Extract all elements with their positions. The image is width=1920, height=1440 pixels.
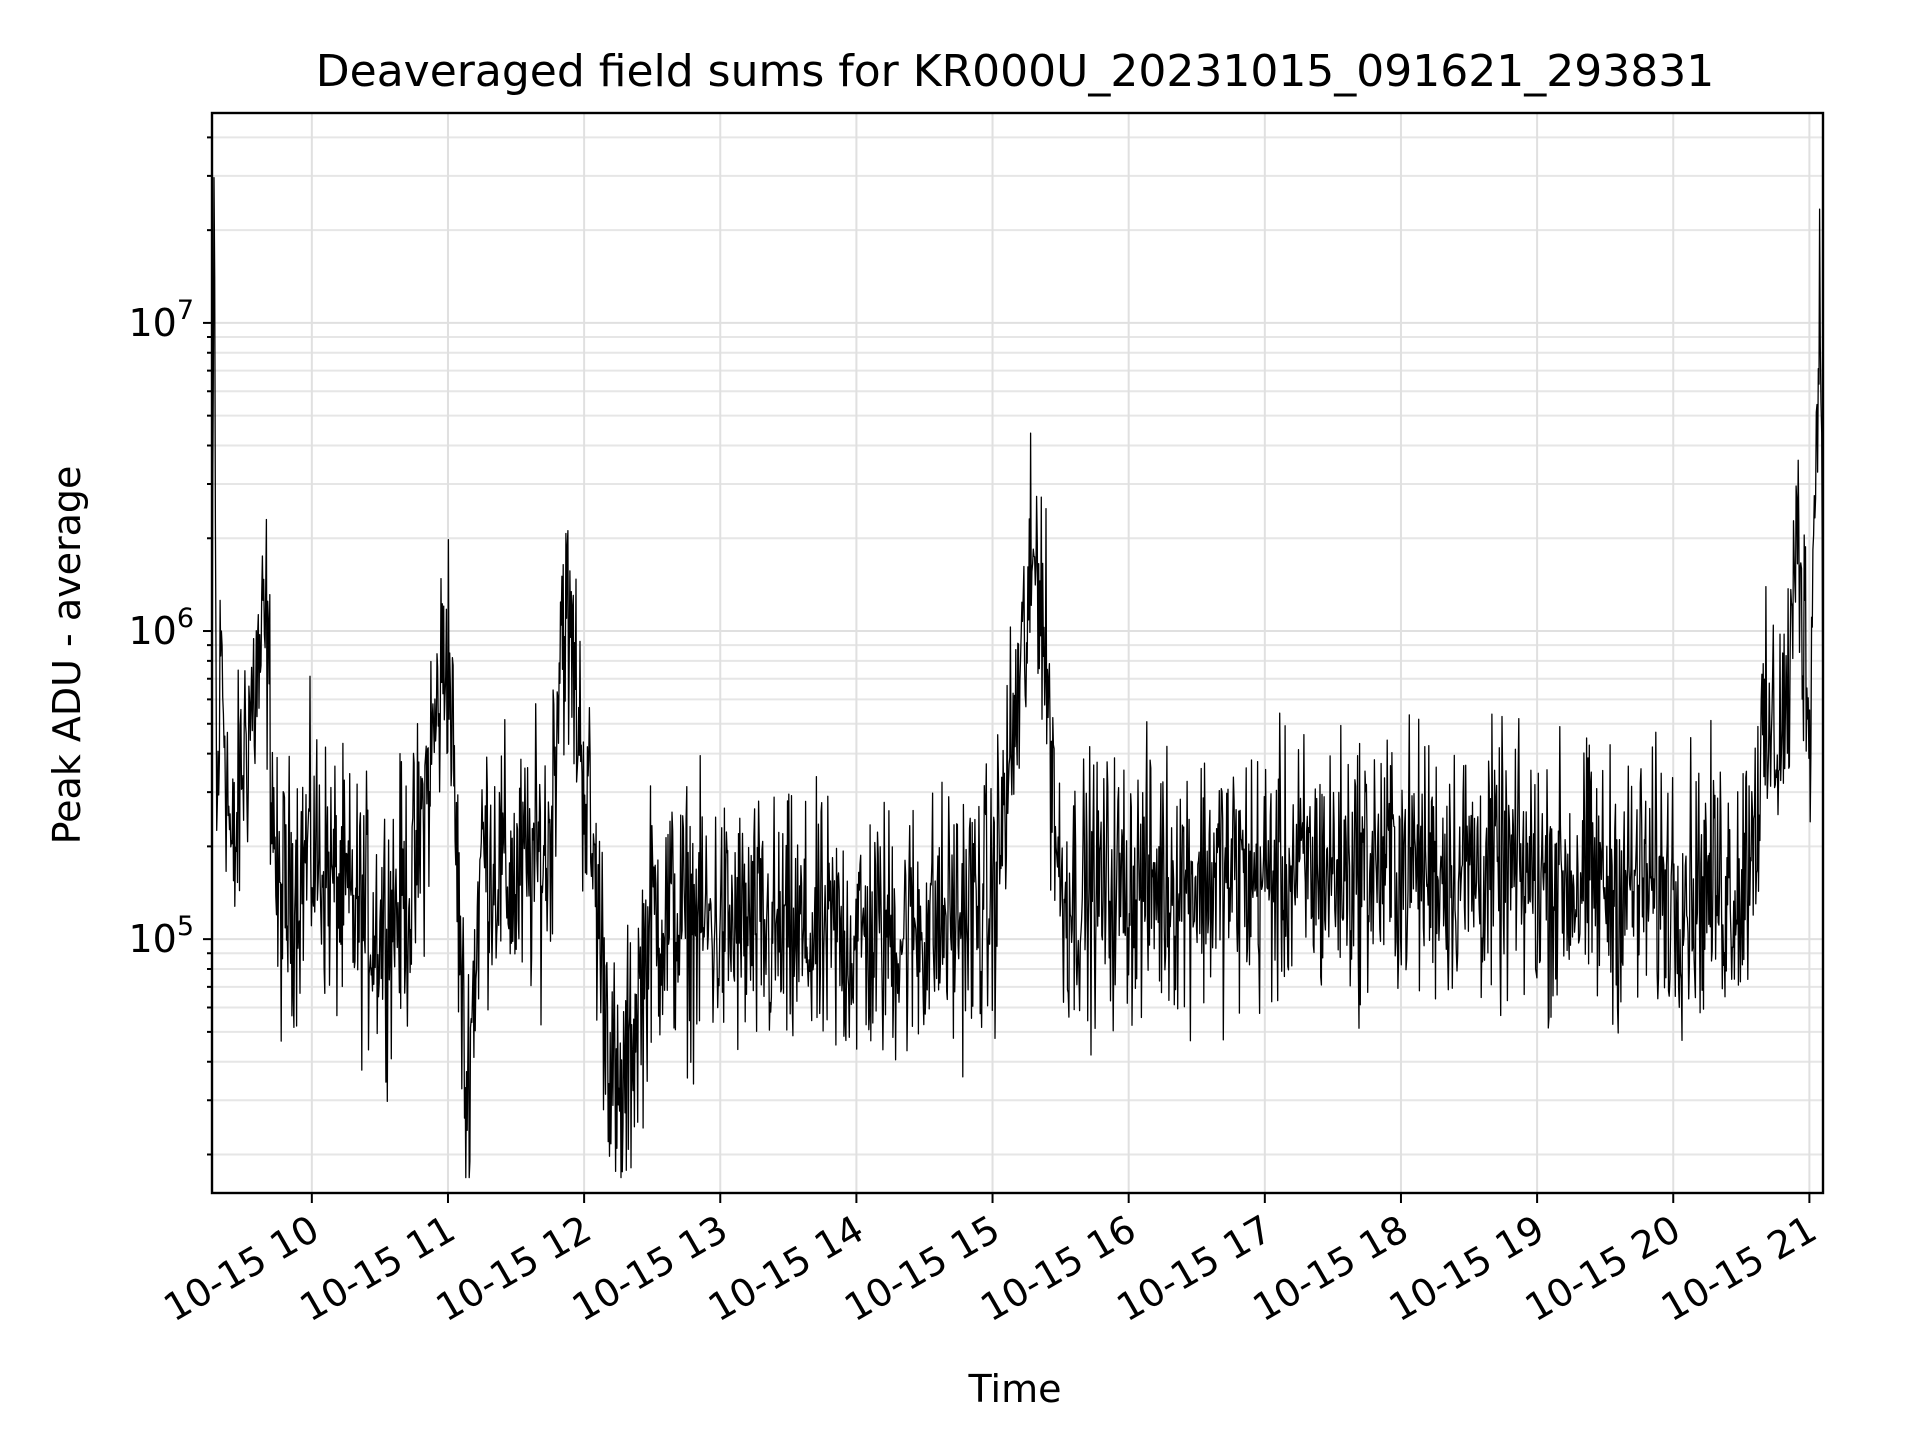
y-tick-label: 105 xyxy=(128,911,194,961)
series-layer xyxy=(211,177,1824,1179)
x-tick-label: 10-15 15 xyxy=(837,1207,1007,1331)
plot-frame xyxy=(210,111,1825,1195)
x-tick-label: 10-15 21 xyxy=(1654,1207,1824,1331)
y-axis-label: Peak ADU - average xyxy=(45,466,89,845)
major-grid xyxy=(212,113,1823,1193)
y-ticks: 105 106 107 xyxy=(128,295,212,961)
x-tick-label: 10-15 20 xyxy=(1518,1207,1688,1331)
x-tick-label: 10-15 17 xyxy=(1109,1207,1279,1331)
chart-title: Deaveraged field sums for KR000U_2023101… xyxy=(316,46,1714,97)
x-tick-label: 10-15 19 xyxy=(1382,1207,1552,1331)
x-tick-label: 10-15 12 xyxy=(429,1207,599,1331)
x-tick-label: 10-15 16 xyxy=(973,1207,1143,1331)
x-tick-label: 10-15 10 xyxy=(156,1207,326,1331)
x-axis-label: Time xyxy=(968,1367,1062,1411)
x-tick-label: 10-15 13 xyxy=(565,1207,735,1331)
x-tick-label: 10-15 11 xyxy=(293,1207,463,1331)
y-tick-label: 106 xyxy=(128,603,194,653)
minor-y-ticks xyxy=(207,136,212,1156)
y-tick-label: 107 xyxy=(128,295,194,345)
x-tick-label: 10-15 18 xyxy=(1245,1207,1415,1331)
x-tick-label: 10-15 14 xyxy=(701,1207,871,1331)
series-line xyxy=(211,177,1824,1179)
